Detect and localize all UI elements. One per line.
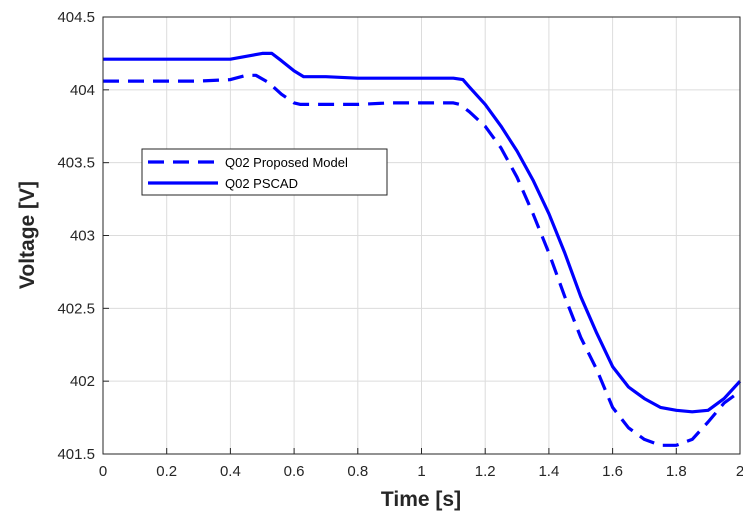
x-tick-label: 1 bbox=[417, 463, 425, 480]
legend-box bbox=[141, 148, 388, 196]
y-tick-label: 403 bbox=[70, 228, 95, 245]
x-tick-label: 0.8 bbox=[347, 463, 368, 480]
y-tick-label: 403.5 bbox=[57, 155, 95, 172]
x-tick-label: 0.2 bbox=[156, 463, 177, 480]
x-tick-label: 0.6 bbox=[284, 463, 305, 480]
x-tick-label: 0 bbox=[99, 463, 107, 480]
y-tick-label: 402.5 bbox=[57, 300, 95, 317]
x-tick-label: 1.4 bbox=[538, 463, 559, 480]
x-tick-label: 1.2 bbox=[475, 463, 496, 480]
y-tick-label: 402 bbox=[70, 373, 95, 390]
series-line-pscad bbox=[103, 51, 742, 414]
x-tick-label: 0.4 bbox=[220, 463, 241, 480]
y-axis-title: Voltage [V] bbox=[16, 181, 39, 289]
legend-label-proposed: Q02 Proposed Model bbox=[225, 155, 348, 170]
y-tick-label: 404 bbox=[70, 82, 95, 99]
legend: Q02 Proposed Model Q02 PSCAD bbox=[141, 148, 388, 196]
y-tick-label: 404.5 bbox=[57, 9, 95, 26]
series-line-proposed-model bbox=[103, 73, 741, 447]
x-tick-labels: 0 0.2 0.4 0.6 0.8 1 1.2 1.4 1.6 1.8 2 bbox=[99, 463, 743, 480]
x-tick-label: 1.8 bbox=[666, 463, 687, 480]
series-lines bbox=[103, 51, 742, 447]
legend-label-pscad: Q02 PSCAD bbox=[225, 176, 298, 191]
x-tick-label: 1.6 bbox=[602, 463, 623, 480]
x-axis-title: Time [s] bbox=[381, 488, 461, 511]
plot-frame bbox=[102, 16, 741, 455]
y-tick-labels: 401.5 402 402.5 403 403.5 404 404.5 bbox=[57, 9, 95, 463]
x-tick-label: 2 bbox=[736, 463, 743, 480]
y-tick-label: 401.5 bbox=[57, 446, 95, 463]
